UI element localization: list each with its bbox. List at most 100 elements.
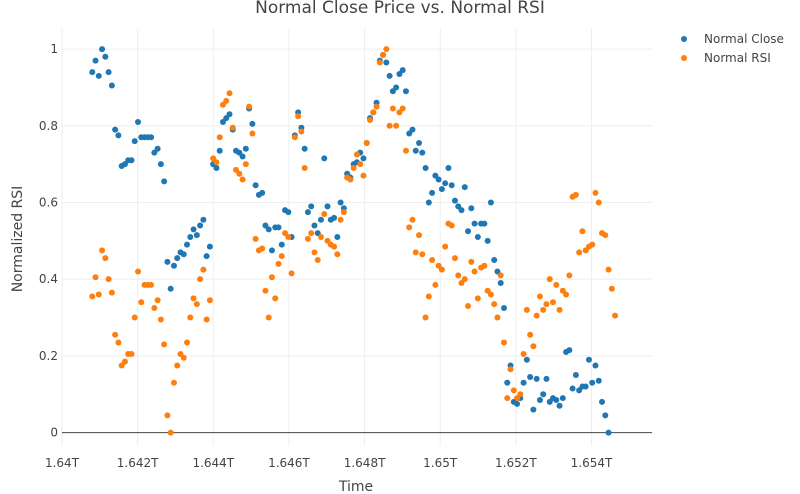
data-point[interactable]	[164, 412, 171, 419]
data-point[interactable]	[386, 122, 393, 129]
data-point[interactable]	[533, 312, 540, 319]
data-point[interactable]	[566, 272, 573, 279]
data-point[interactable]	[416, 232, 423, 239]
data-point[interactable]	[504, 395, 511, 402]
data-point[interactable]	[161, 178, 168, 185]
data-point[interactable]	[474, 295, 481, 302]
data-point[interactable]	[536, 293, 543, 300]
data-point[interactable]	[543, 301, 550, 308]
data-point[interactable]	[200, 216, 207, 223]
data-point[interactable]	[540, 306, 547, 313]
data-point[interactable]	[357, 161, 364, 168]
data-point[interactable]	[608, 285, 615, 292]
data-point[interactable]	[311, 222, 318, 229]
data-point[interactable]	[491, 257, 498, 264]
data-point[interactable]	[419, 149, 426, 156]
data-point[interactable]	[148, 134, 155, 141]
data-point[interactable]	[393, 122, 400, 129]
data-point[interactable]	[308, 230, 315, 237]
data-point[interactable]	[559, 395, 566, 402]
data-point[interactable]	[131, 138, 138, 145]
data-point[interactable]	[259, 189, 266, 196]
data-point[interactable]	[275, 260, 282, 267]
data-point[interactable]	[556, 402, 563, 409]
data-point[interactable]	[465, 303, 472, 310]
data-point[interactable]	[295, 113, 302, 120]
data-point[interactable]	[546, 276, 553, 283]
data-point[interactable]	[89, 69, 96, 76]
data-point[interactable]	[494, 314, 501, 321]
data-point[interactable]	[213, 159, 220, 166]
data-point[interactable]	[291, 134, 298, 141]
data-point[interactable]	[92, 274, 99, 281]
data-point[interactable]	[246, 103, 253, 110]
data-point[interactable]	[128, 157, 135, 164]
data-point[interactable]	[164, 258, 171, 265]
data-point[interactable]	[514, 400, 521, 407]
data-point[interactable]	[605, 429, 612, 436]
data-point[interactable]	[249, 130, 256, 137]
data-points[interactable]	[89, 46, 619, 436]
data-point[interactable]	[536, 396, 543, 403]
data-point[interactable]	[193, 301, 200, 308]
data-point[interactable]	[206, 243, 213, 250]
data-point[interactable]	[174, 362, 181, 369]
data-point[interactable]	[285, 209, 292, 216]
data-point[interactable]	[334, 251, 341, 258]
data-point[interactable]	[520, 350, 527, 357]
data-point[interactable]	[334, 234, 341, 240]
data-point[interactable]	[373, 103, 380, 110]
data-point[interactable]	[455, 272, 462, 279]
data-point[interactable]	[157, 316, 164, 323]
data-point[interactable]	[367, 117, 374, 124]
data-point[interactable]	[471, 268, 478, 275]
data-point[interactable]	[99, 247, 106, 254]
data-point[interactable]	[530, 343, 537, 350]
data-point[interactable]	[190, 295, 197, 302]
data-point[interactable]	[184, 241, 191, 248]
data-point[interactable]	[226, 111, 233, 118]
data-point[interactable]	[612, 312, 619, 319]
legend-item[interactable]: Normal RSI	[681, 51, 771, 65]
data-point[interactable]	[112, 331, 119, 338]
data-point[interactable]	[135, 268, 142, 275]
data-point[interactable]	[429, 257, 436, 264]
data-point[interactable]	[135, 118, 142, 125]
data-point[interactable]	[422, 314, 429, 321]
data-point[interactable]	[416, 140, 423, 147]
data-point[interactable]	[268, 274, 275, 281]
data-point[interactable]	[442, 180, 449, 187]
series-1[interactable]	[89, 46, 612, 436]
data-point[interactable]	[484, 237, 491, 244]
data-point[interactable]	[461, 184, 468, 191]
data-point[interactable]	[465, 228, 472, 235]
data-point[interactable]	[517, 391, 524, 398]
data-point[interactable]	[262, 287, 269, 294]
data-point[interactable]	[409, 126, 416, 133]
data-point[interactable]	[115, 132, 122, 139]
data-point[interactable]	[331, 243, 338, 250]
legend[interactable]: Normal Close Normal RSI	[681, 32, 784, 65]
data-point[interactable]	[383, 46, 390, 53]
data-point[interactable]	[216, 147, 223, 154]
data-point[interactable]	[363, 140, 370, 147]
data-point[interactable]	[102, 255, 109, 262]
data-point[interactable]	[523, 306, 530, 313]
data-point[interactable]	[317, 234, 324, 240]
data-point[interactable]	[380, 51, 387, 58]
data-point[interactable]	[507, 366, 514, 373]
data-point[interactable]	[89, 293, 96, 300]
data-point[interactable]	[187, 234, 194, 240]
data-point[interactable]	[445, 164, 452, 171]
data-point[interactable]	[510, 387, 517, 394]
data-point[interactable]	[589, 241, 596, 248]
data-point[interactable]	[435, 176, 442, 183]
data-point[interactable]	[340, 209, 347, 216]
data-point[interactable]	[203, 253, 210, 260]
data-point[interactable]	[252, 182, 259, 189]
data-point[interactable]	[308, 203, 315, 210]
data-point[interactable]	[331, 214, 338, 221]
data-point[interactable]	[540, 391, 547, 398]
data-point[interactable]	[520, 379, 527, 386]
data-point[interactable]	[184, 339, 191, 346]
